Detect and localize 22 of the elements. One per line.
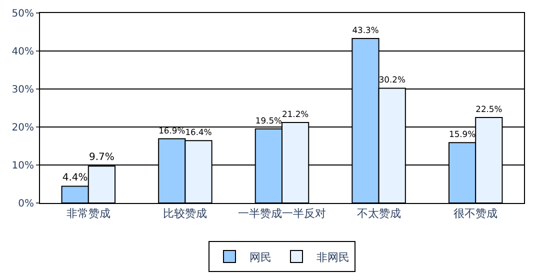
y-tick-label: 30% — [12, 84, 34, 96]
data-label: 19.5% — [255, 115, 282, 126]
data-label: 22.5% — [476, 104, 502, 114]
data-label: 43.3% — [352, 24, 379, 35]
y-tick-label: 20% — [12, 122, 34, 134]
legend-label: 非网民 — [316, 250, 350, 264]
data-label: 4.4% — [62, 172, 88, 184]
y-tick-label: 10% — [12, 160, 34, 172]
x-tick-label: 一半赞成一半反对 — [238, 207, 326, 220]
data-label: 30.2% — [378, 74, 406, 85]
x-tick-label: 比较赞成 — [163, 207, 208, 220]
x-tick-label: 很不赞成 — [454, 207, 498, 220]
data-label: 21.2% — [282, 108, 309, 119]
y-tick-label: 50% — [12, 8, 34, 20]
data-label: 16.9% — [158, 125, 186, 136]
data-label: 9.7% — [89, 152, 114, 164]
x-tick-label: 不太赞成 — [356, 207, 401, 220]
y-tick-label: 0% — [18, 198, 34, 210]
x-tick-label: 非常赞成 — [66, 207, 110, 220]
y-tick-label: 40% — [12, 46, 34, 58]
legend-label: 网民 — [250, 250, 272, 264]
data-label: 16.4% — [185, 127, 212, 138]
